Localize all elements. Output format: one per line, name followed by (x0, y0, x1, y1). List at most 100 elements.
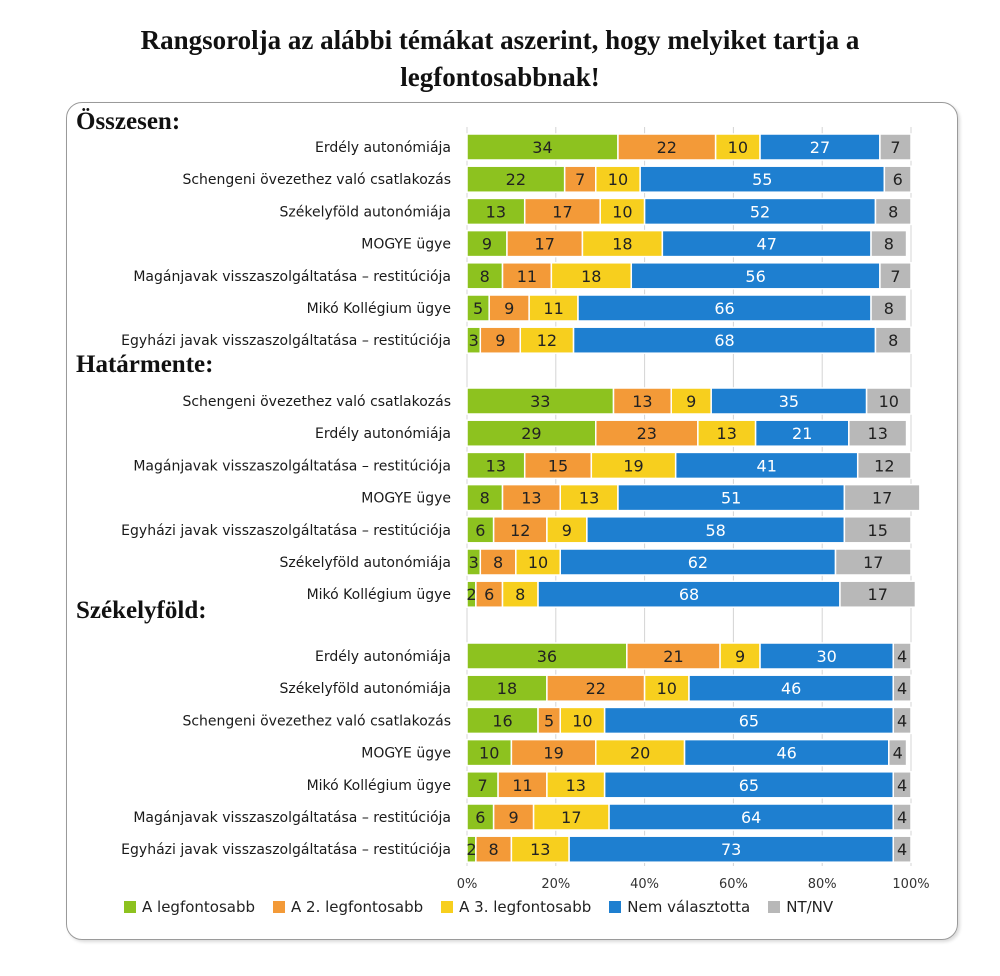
x-tick-label: 40% (630, 877, 659, 892)
bar-segment (719, 642, 761, 670)
data-label: 64 (741, 808, 761, 827)
bar-segment (488, 294, 530, 322)
chart-legend: A legfontosabb A 2. legfontosabb A 3. le… (124, 898, 851, 916)
data-label: 17 (868, 585, 888, 604)
category-label: MOGYE ügye (361, 746, 451, 762)
bar-segment (608, 803, 894, 831)
data-label: 46 (777, 744, 797, 763)
bar-segment (674, 451, 859, 480)
bar-segment (466, 133, 619, 161)
data-label: 2 (466, 840, 476, 859)
data-label: 22 (657, 138, 677, 157)
data-label: 8 (884, 235, 894, 254)
data-label: 65 (739, 776, 759, 795)
category-label: Schengeni övezethez való csatlakozás (182, 713, 451, 729)
bar-segment (528, 294, 579, 322)
bar-segment (892, 706, 912, 735)
legend-label: A legfontosabb (142, 898, 256, 916)
data-label: 47 (757, 235, 777, 254)
data-label: 15 (868, 521, 888, 540)
category-label: Székelyföld autonómiája (280, 555, 452, 571)
data-label: 3 (469, 553, 479, 572)
data-label: 4 (897, 808, 907, 827)
data-label: 11 (543, 299, 563, 318)
bar-segment (643, 674, 690, 702)
x-tick-label: 60% (719, 877, 748, 892)
data-label: 13 (717, 424, 737, 443)
bar-segment (466, 771, 499, 799)
legend-label: A 3. legfontosabb (459, 898, 592, 916)
data-label: 13 (521, 489, 541, 508)
data-label: 4 (897, 679, 907, 698)
bar-segment (590, 451, 677, 480)
legend-item-2-legfontosabb: A 2. legfontosabb (273, 898, 423, 916)
data-label: 52 (750, 202, 770, 221)
data-label: 6 (893, 170, 903, 189)
data-label: 6 (475, 808, 485, 827)
bar-segment (710, 387, 868, 415)
bar-segment (892, 803, 912, 831)
data-label: 9 (735, 647, 745, 666)
bar-segment (848, 419, 908, 447)
data-label: 7 (477, 776, 487, 795)
data-label: 8 (480, 489, 490, 508)
bar-segment (568, 835, 894, 863)
data-label: 6 (475, 521, 485, 540)
data-label: 17 (552, 202, 572, 221)
bar-segment (879, 262, 912, 290)
data-label: 12 (510, 521, 530, 540)
bar-segment (559, 706, 606, 735)
data-label: 9 (495, 331, 505, 350)
bar-segment (466, 483, 504, 512)
data-label: 4 (897, 840, 907, 859)
data-label: 4 (897, 711, 907, 730)
data-label: 33 (530, 392, 550, 411)
data-label: 6 (484, 585, 494, 604)
bar-segment (466, 387, 615, 415)
bar-segment (523, 197, 601, 226)
category-label: Magánjavak visszaszolgáltatása – restitú… (133, 810, 451, 826)
data-label: 9 (686, 392, 696, 411)
legend-label: NT/NV (786, 898, 834, 916)
data-label: 16 (492, 711, 512, 730)
bar-segment (617, 483, 846, 512)
data-label: 8 (489, 840, 499, 859)
category-label: Erdély autonómiája (315, 649, 451, 665)
data-label: 17 (561, 808, 581, 827)
x-tick-label: 0% (457, 877, 478, 892)
data-label: 2 (466, 585, 476, 604)
data-label: 35 (779, 392, 799, 411)
bar-segment (874, 326, 912, 354)
legend-swatch (124, 901, 136, 913)
bar-segment (879, 133, 912, 161)
bar-segment (856, 451, 912, 480)
data-label: 10 (657, 679, 677, 698)
bar-segment (572, 326, 877, 354)
legend-item-legfontosabb: A legfontosabb (124, 898, 255, 916)
category-label: Mikó Kollégium ügye (307, 587, 451, 603)
category-label: Mikó Kollégium ügye (307, 778, 451, 794)
bar-segment (563, 165, 597, 193)
data-label: 13 (530, 840, 550, 859)
data-label: 8 (888, 331, 898, 350)
data-label: 7 (890, 138, 900, 157)
data-label: 10 (879, 392, 899, 411)
data-label: 20 (630, 744, 650, 763)
bar-segment (639, 165, 886, 193)
bar-segment (603, 706, 894, 735)
group-title-szekelyfold: Székelyföld: (76, 597, 207, 624)
data-label: 18 (612, 235, 632, 254)
data-label: 29 (521, 424, 541, 443)
data-label: 8 (515, 585, 525, 604)
bar-segment (865, 387, 912, 415)
bar-segment (688, 674, 894, 702)
bar-segment (519, 326, 575, 354)
data-label: 22 (586, 679, 606, 698)
legend-label: Nem választotta (627, 898, 751, 916)
data-label: 46 (781, 679, 801, 698)
bar-segment (888, 738, 908, 767)
bar-segment (501, 580, 539, 608)
data-label: 7 (890, 267, 900, 286)
bar-segment (501, 262, 553, 290)
